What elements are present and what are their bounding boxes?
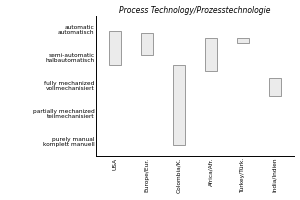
Bar (269, 78, 281, 96)
Title: Process Technology/Prozesstechnologie: Process Technology/Prozesstechnologie (119, 6, 271, 15)
Bar (109, 31, 121, 65)
Bar (237, 38, 249, 43)
Bar (141, 33, 153, 55)
Bar (173, 65, 185, 145)
Bar (205, 38, 217, 71)
